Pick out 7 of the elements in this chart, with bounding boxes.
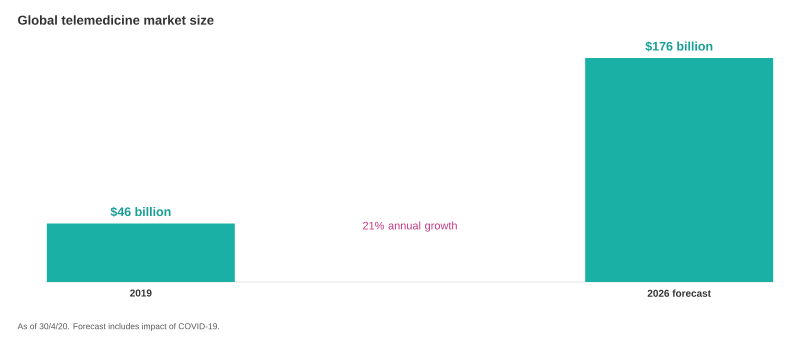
x-tick-label: 2026 forecast — [648, 290, 711, 297]
annotation: 21% annual growth — [363, 221, 457, 232]
data-label: $176 billion — [645, 41, 712, 52]
chart-title: Global telemedicine market size — [18, 15, 214, 25]
x-tick-label: 2019 — [130, 290, 152, 297]
data-label: $46 billion — [110, 206, 170, 217]
text: As of 30/4/20. Forecast includes impact of COVID-19. — [18, 323, 219, 331]
